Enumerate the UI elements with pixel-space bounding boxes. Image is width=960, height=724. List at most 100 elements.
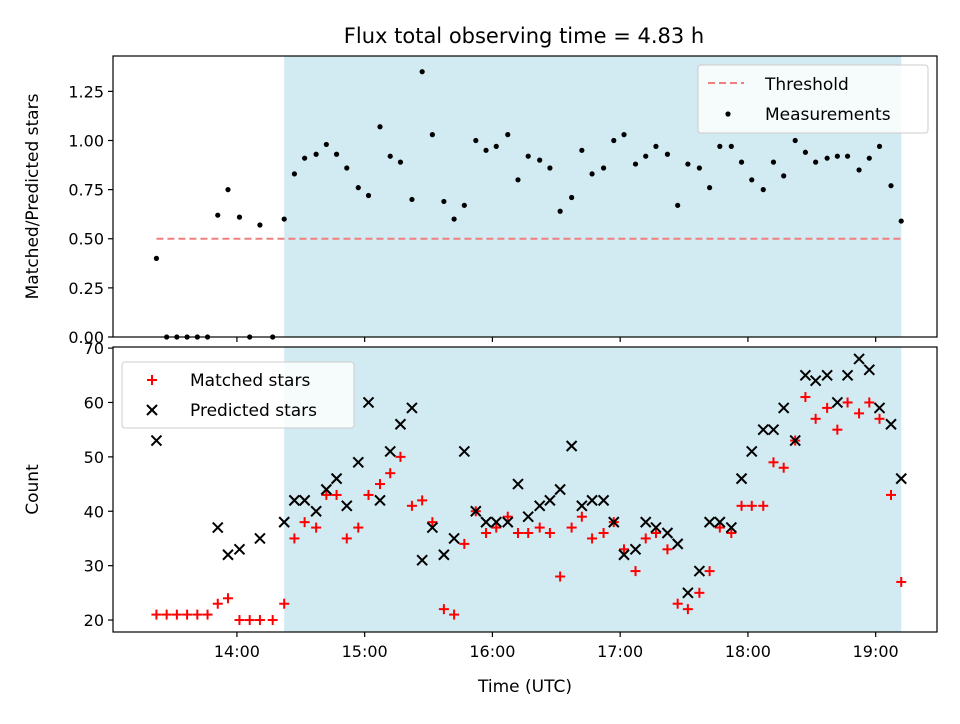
x-axis-label: Time (UTC) (477, 677, 572, 697)
matched-point-33 (502, 511, 513, 522)
matched-point-46 (640, 533, 651, 544)
matched-point-23 (395, 451, 406, 462)
predicted-point-57 (831, 396, 844, 409)
count-x-ticks: 14:00 15:00 16:00 17:00 18:00 19:00 (214, 632, 899, 661)
predicted-point-8 (310, 505, 322, 517)
predicted-point-50-b (757, 423, 769, 436)
predicted-point-15 (384, 445, 396, 458)
count-marks (150, 353, 907, 626)
ratio-panel: 0.00 0.25 0.50 0.75 1.00 1.25 Matched/Predict… (23, 55, 938, 347)
predicted-point-61 (873, 402, 886, 414)
predicted-point-54-b (799, 369, 812, 381)
predicted-point-24-b (480, 516, 492, 528)
predicted-point-0 (150, 434, 163, 447)
measurement-point-61 (802, 149, 809, 155)
ratio-y-ticks: 0.00 0.25 0.50 0.75 1.00 1.25 (68, 82, 113, 347)
matched-point-66 (854, 408, 865, 419)
measurement-point-10 (257, 222, 263, 228)
legend-matched-swatch (147, 375, 157, 385)
matched-point-29 (459, 538, 470, 549)
matched-point-70 (896, 576, 907, 587)
predicted-point-14 (374, 494, 386, 507)
measurement-point-55 (738, 159, 745, 165)
count-legend: Matched stars Predicted stars (121, 361, 355, 429)
predicted-point-41 (661, 527, 674, 539)
measurement-point-67 (866, 155, 872, 161)
count-y-ticks: 20 30 40 50 60 70 (84, 339, 113, 630)
legend-plus-mark (147, 375, 157, 385)
predicted-point-26-b (502, 516, 514, 528)
predicted-point-40-b (650, 521, 662, 534)
predicted-point-27-b (512, 478, 524, 490)
measurement-point-40 (579, 147, 585, 153)
predicted-point-18 (416, 554, 428, 566)
matched-point-44 (619, 544, 630, 555)
measurement-point-14 (302, 155, 308, 161)
predicted-point-37 (618, 549, 630, 561)
measurement-point-54 (728, 143, 734, 149)
y-tick-label-0-3: 0.75 (68, 181, 104, 200)
predicted-point-62-b (885, 418, 897, 430)
measurement-point-49 (675, 202, 681, 208)
matched-point-57 (758, 500, 769, 511)
matched-point-50 (682, 604, 693, 615)
predicted-point-52-b (777, 402, 790, 414)
count-axes-frame (112, 346, 938, 633)
matched-point-15 (311, 522, 322, 533)
predicted-point-1 (212, 521, 224, 534)
predicted-point-13-b (362, 396, 375, 409)
measurement-point-48 (664, 151, 671, 157)
legend-predicted-label: Predicted stars (190, 401, 317, 421)
matched-point-58 (768, 457, 779, 468)
predicted-point-37-b (618, 549, 630, 561)
predicted-point-3 (233, 543, 246, 556)
predicted-point-46 (714, 516, 726, 528)
predicted-point-27 (512, 478, 524, 490)
measurement-point-22 (387, 153, 393, 159)
matched-point-28 (449, 609, 460, 620)
predicted-point-53-b (789, 434, 801, 447)
predicted-point-41-b (661, 527, 674, 539)
matched-point-64 (832, 424, 843, 435)
measurement-point-19 (355, 185, 361, 191)
measurement-point-58 (770, 159, 777, 165)
matched-point-48 (662, 544, 673, 555)
measurement-point-32 (493, 143, 499, 149)
predicted-point-23 (470, 505, 482, 517)
measurement-point-38 (557, 208, 563, 214)
legend-matched-label: Matched stars (190, 371, 310, 391)
predicted-point-11-b (341, 500, 353, 512)
predicted-point-36 (608, 516, 620, 528)
measurement-point-8 (236, 214, 243, 220)
matched-point-51 (694, 587, 705, 598)
matched-point-62 (810, 413, 821, 424)
predicted-point-35 (597, 494, 610, 507)
matched-point-65 (842, 397, 853, 408)
legend-x-mark (146, 404, 158, 416)
y-tick-label-0-4: 1.00 (68, 131, 104, 150)
predicted-point-44 (693, 565, 706, 577)
matched-point-27 (438, 604, 449, 615)
predicted-point-4-b (254, 532, 266, 545)
legend-measurements-label: Measurements (765, 105, 891, 125)
matched-point-2 (171, 609, 182, 620)
predicted-point-60 (863, 364, 875, 376)
predicted-point-61-b (873, 402, 886, 414)
predicted-point-30 (544, 494, 556, 507)
matched-point-19 (353, 522, 364, 533)
measurement-point-57 (760, 187, 766, 193)
predicted-point-52 (777, 402, 790, 414)
measurement-point-51 (696, 165, 702, 171)
predicted-point-34-b (586, 494, 598, 507)
predicted-point-60-b (863, 364, 875, 376)
measurement-point-26 (429, 132, 435, 138)
predicted-point-51 (767, 423, 780, 436)
predicted-point-58-b (841, 369, 854, 381)
measurement-point-53 (717, 143, 723, 149)
matched-point-8 (234, 615, 245, 626)
predicted-point-56 (821, 369, 833, 381)
measurement-point-17 (333, 151, 340, 157)
predicted-point-14-b (374, 494, 386, 507)
matched-point-52 (704, 566, 715, 577)
